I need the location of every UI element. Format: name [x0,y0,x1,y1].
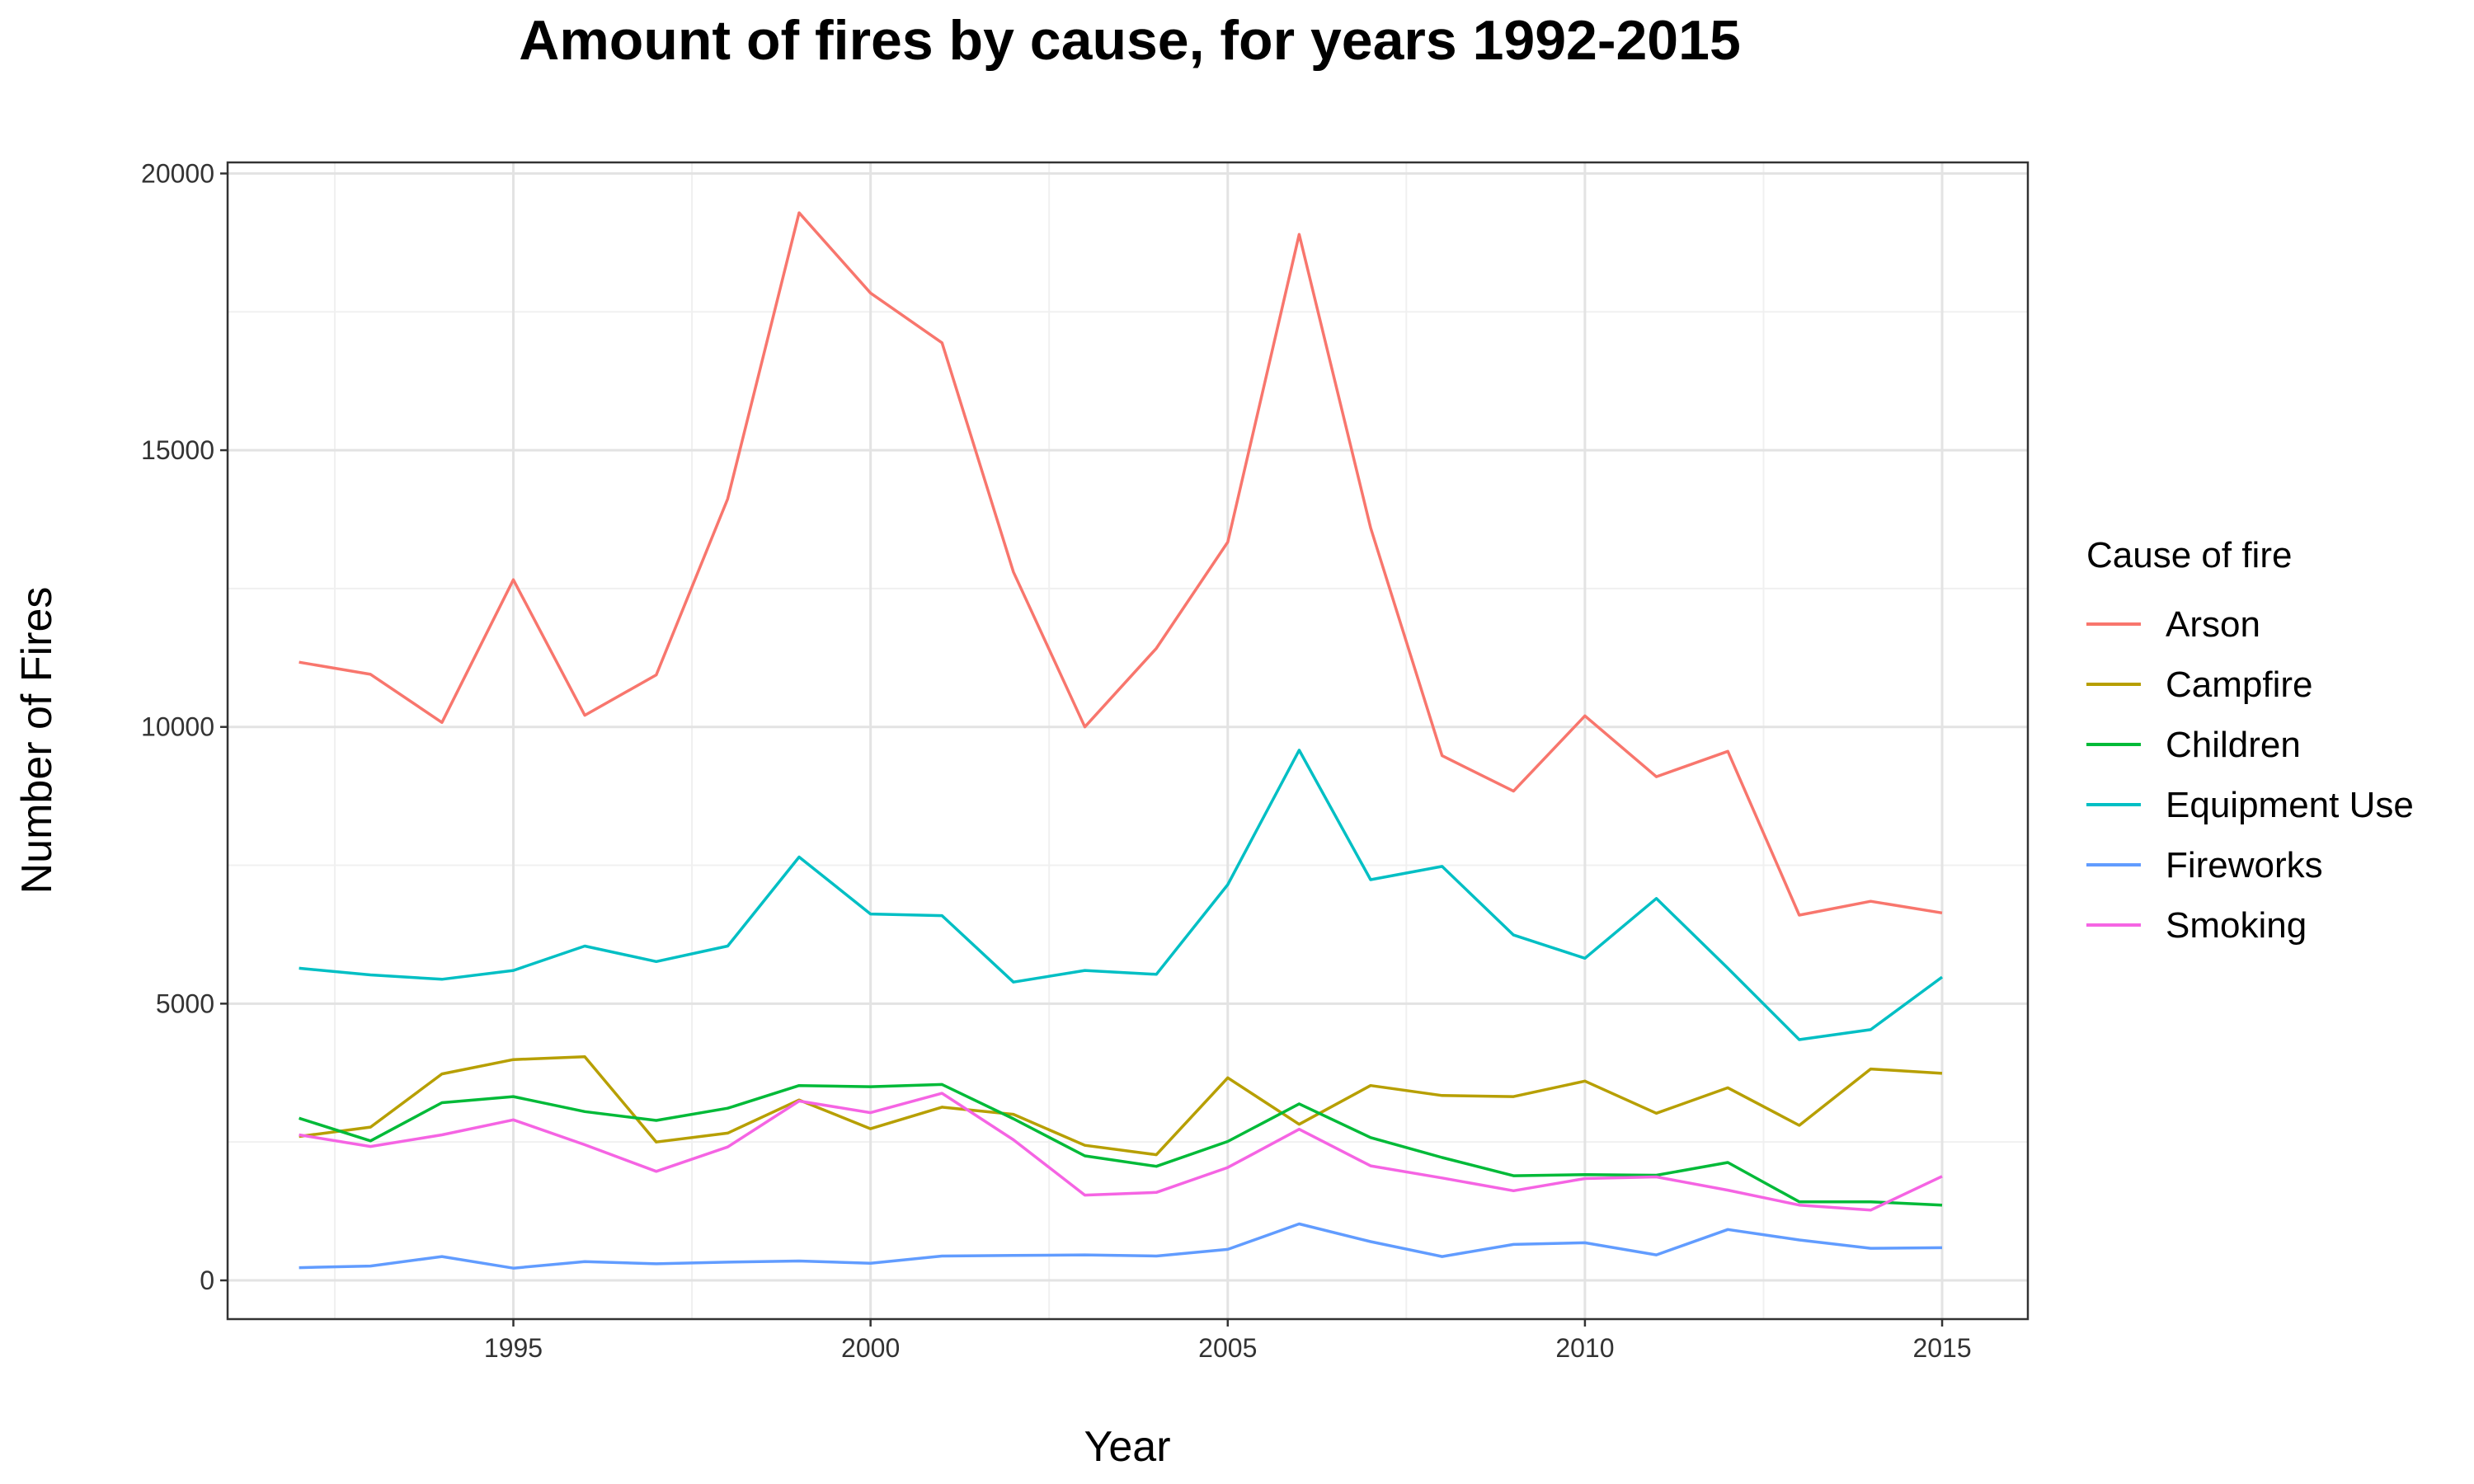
legend-label-campfire: Campfire [2166,665,2313,705]
chart-title: Amount of fires by cause, for years 1992… [519,9,1741,72]
x-axis-title: Year [1084,1423,1170,1471]
y-tick-label: 0 [200,1266,214,1295]
legend: Cause of fire Arson Campfire Children Equip… [2086,535,2414,946]
series-lines [299,211,1944,1270]
x-tick-label: 1995 [484,1333,543,1363]
legend-label-smoking: Smoking [2166,905,2307,946]
y-axis: 0 5000 10000 15000 20000 [141,158,228,1295]
legend-label-children: Children [2166,725,2301,765]
x-axis: 1995 2000 2005 2010 2015 [484,1319,1972,1363]
y-axis-title: Number of Fires [13,587,61,895]
series-line-fireworks [299,1222,1943,1270]
y-tick-label: 10000 [141,712,214,742]
y-tick-label: 20000 [141,158,214,188]
series-line-children [299,1082,1943,1207]
x-tick-label: 2005 [1198,1333,1257,1363]
x-tick-label: 2000 [841,1333,900,1363]
x-tick-label: 2015 [1912,1333,1971,1363]
legend-label-arson: Arson [2166,604,2260,645]
grid-lines [228,162,2028,1319]
legend-label-equipment-use: Equipment Use [2166,785,2414,825]
series-line-arson [299,211,1943,917]
plot-panel-border [226,161,2030,1321]
legend-title: Cause of fire [2086,535,2292,575]
series-line-equipment-use [299,749,1944,1041]
y-tick-label: 15000 [141,435,214,465]
y-tick-label: 5000 [156,989,214,1018]
legend-label-fireworks: Fireworks [2166,845,2323,885]
series-line-smoking [299,1092,1943,1212]
series-line-campfire [299,1055,1943,1157]
x-tick-label: 2010 [1555,1333,1614,1363]
